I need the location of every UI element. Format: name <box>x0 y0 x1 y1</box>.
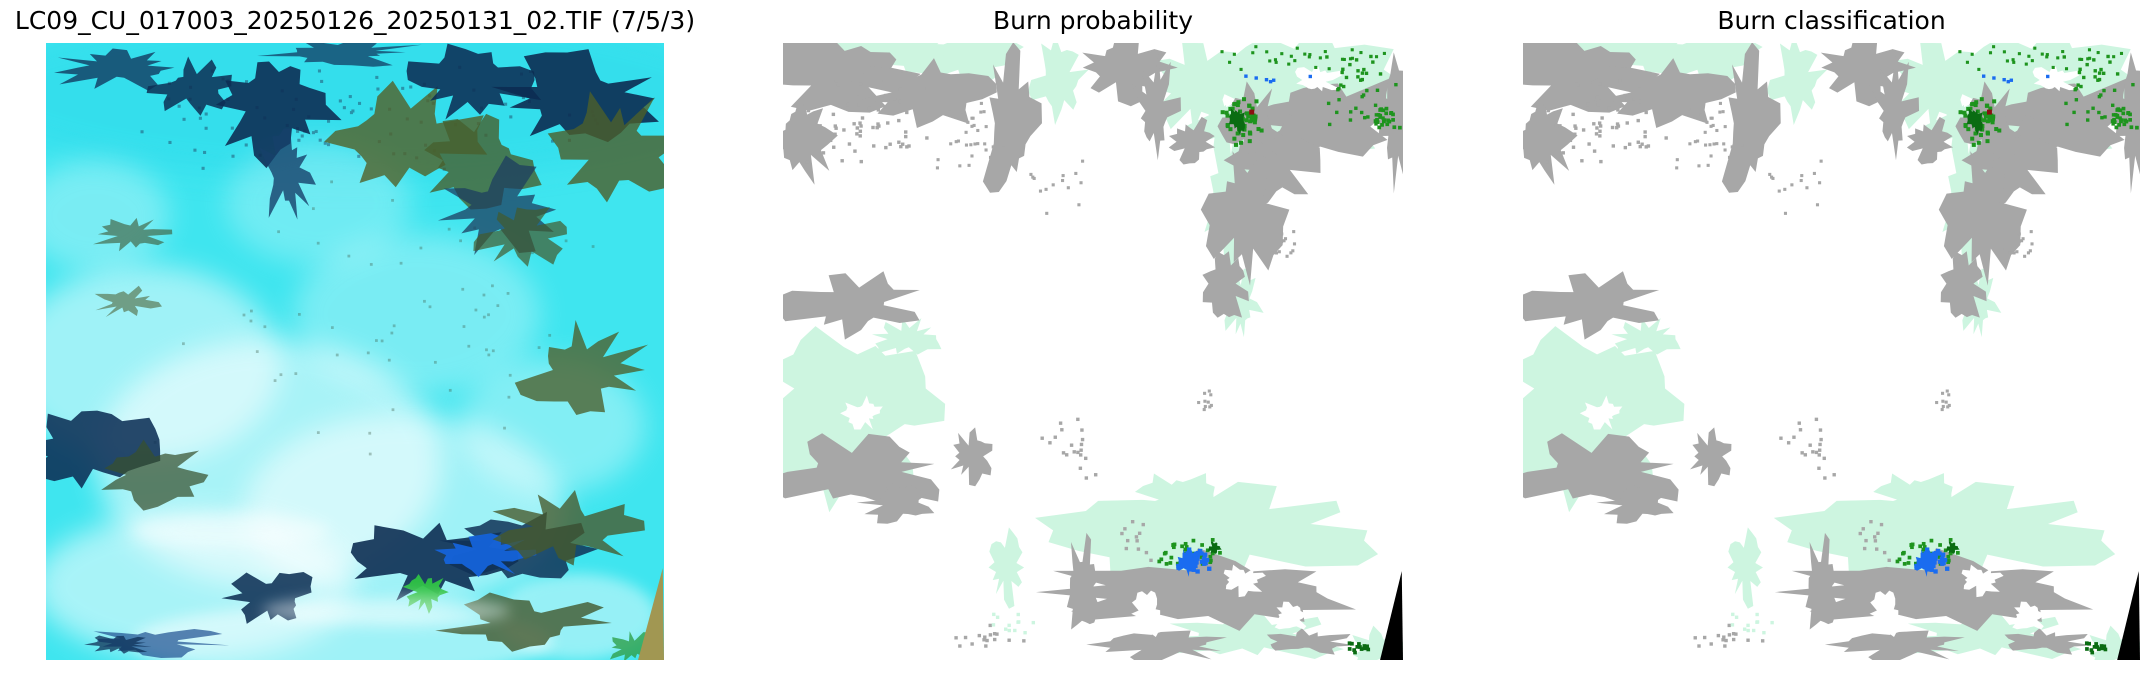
title-burn-classification: Burn classification <box>1717 6 1946 35</box>
burn-probability-raster <box>783 43 1403 660</box>
title-burn-probability: Burn probability <box>992 6 1194 35</box>
burn-classification-raster <box>1523 43 2140 660</box>
panel-burn-classification <box>1523 43 2140 660</box>
panel-source-image <box>46 43 664 660</box>
panel-burn-probability <box>783 43 1403 660</box>
title-source-image: LC09_CU_017003_20250126_20250131_02.TIF … <box>14 6 696 35</box>
source-image-raster <box>46 43 664 660</box>
